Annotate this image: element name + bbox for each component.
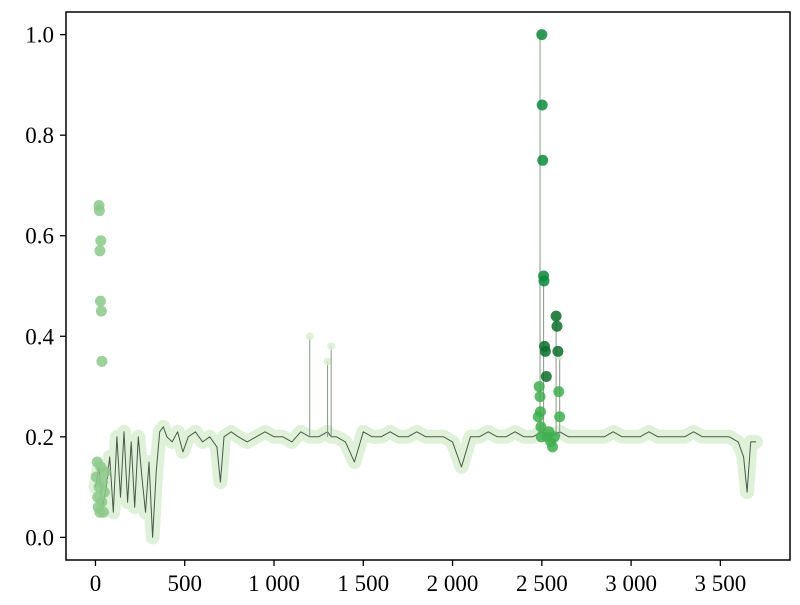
trace-line (95, 426, 757, 538)
x-tick-label: 3 500 (694, 571, 746, 596)
spike-tip (327, 342, 336, 351)
data-point (534, 391, 546, 403)
data-point (94, 245, 106, 257)
data-point (96, 496, 108, 508)
trace-halo (88, 419, 764, 545)
y-axis-ticks-group: 0.0 0.2 0.4 0.6 0.8 1.0 (25, 23, 66, 550)
spike-tip (323, 357, 332, 366)
spike-tip (305, 332, 314, 341)
data-point (95, 235, 107, 247)
data-point (537, 154, 549, 166)
spike-group (305, 30, 564, 437)
data-point (536, 99, 548, 111)
data-point (95, 305, 107, 317)
x-tick-label: 2 000 (427, 571, 479, 596)
data-point (547, 441, 559, 453)
x-tick-label: 1 000 (248, 571, 300, 596)
points-group (90, 29, 566, 518)
data-point (538, 275, 550, 287)
x-tick-label: 0 (90, 571, 102, 596)
y-tick-label: 0.4 (25, 324, 54, 349)
y-tick-label: 0.0 (25, 525, 54, 550)
x-tick-label: 500 (167, 571, 202, 596)
data-point (540, 370, 552, 382)
data-point (97, 476, 109, 488)
data-point (96, 355, 108, 367)
y-tick-label: 0.2 (25, 425, 54, 450)
trace-group (95, 426, 757, 538)
x-axis-ticks-group: 0 500 1 000 1 500 2 000 2 500 3 000 3 500 (90, 560, 746, 596)
x-tick-label: 1 500 (337, 571, 389, 596)
data-point (94, 295, 106, 307)
data-point (535, 421, 547, 433)
x-tick-label: 3 000 (605, 571, 657, 596)
y-tick-label: 1.0 (25, 23, 54, 48)
data-point (534, 406, 546, 418)
data-point (552, 345, 564, 357)
data-point (550, 310, 562, 322)
data-point (553, 386, 565, 398)
x-tick-label: 2 500 (516, 571, 568, 596)
data-point (548, 431, 560, 443)
data-point (533, 381, 545, 393)
data-point (536, 29, 548, 41)
data-point (98, 486, 110, 498)
data-point (539, 345, 551, 357)
data-point (99, 466, 111, 478)
data-point (551, 320, 563, 332)
data-point (97, 506, 109, 518)
plot-frame (65, 11, 791, 561)
data-point (554, 411, 566, 423)
y-tick-label: 0.8 (25, 123, 54, 148)
y-tick-label: 0.6 (25, 224, 54, 249)
halo-group (88, 419, 764, 545)
data-point (93, 205, 105, 217)
